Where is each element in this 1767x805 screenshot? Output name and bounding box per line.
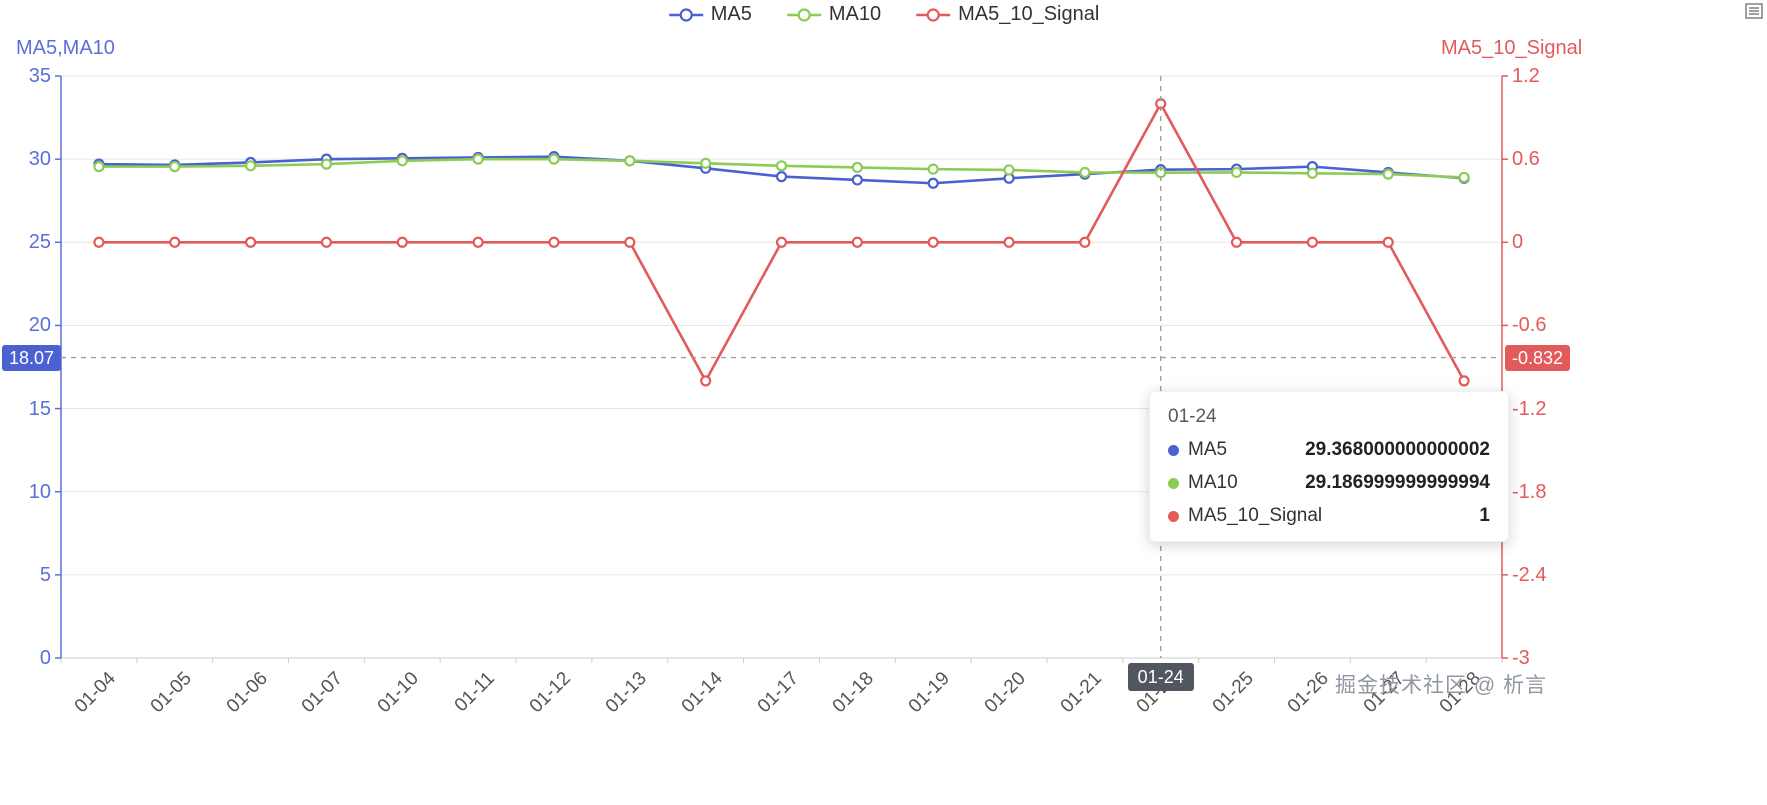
legend-marker-ma5-icon [668,7,703,22]
legend-item-ma10[interactable]: MA10 [786,3,881,26]
tooltip-label-signal: MA5_10_Signal [1188,505,1323,526]
left-axis-tick-label: 5 [39,563,51,586]
ma5-dot-icon [1168,444,1179,456]
legend-label-signal: MA5_10_Signal [958,3,1100,25]
series-ma5_10_signal[interactable] [93,98,1470,387]
right-axis-tick-label: 0 [1512,231,1524,254]
data-view-icon [1745,3,1763,19]
right-axispointer-label: -0.832 [1505,344,1571,371]
tooltip-row-ma5: MA5 29.368000000000002 [1168,439,1490,461]
series-ma10[interactable] [93,153,1470,184]
right-axis-tick-label: -1.8 [1512,480,1547,503]
legend-marker-signal-icon [916,7,951,22]
legend: MA5 MA10 MA5_10_Signal [668,3,1099,26]
left-axis-title: MA5,MA10 [16,37,115,59]
legend-label-ma5: MA5 [710,3,752,25]
left-axispointer-label: 18.07 [2,344,62,371]
right-axis-tick-label: 1.2 [1512,65,1540,87]
tooltip-value-ma5: 29.368000000000002 [1305,439,1490,460]
left-axis-tick-label: 20 [28,314,51,337]
left-axis-tick-label: 10 [28,480,51,503]
right-axis-tick-label: -2.4 [1512,563,1547,586]
left-axis-tick-label: 30 [28,148,51,171]
watermark: 掘金技术社区 @ 析言 [1335,674,1547,697]
ma10-dot-icon [1168,477,1179,489]
tooltip-header: 01-24 [1168,406,1217,427]
legend-marker-ma10-icon [786,7,821,22]
right-axis-tick-label: -3 [1512,647,1530,669]
tooltip-row-signal: MA5_10_Signal 1 [1168,505,1490,527]
tooltip-label-ma10: MA10 [1188,472,1238,493]
toolbox-icon[interactable] [1744,2,1764,25]
tooltip-row-ma10: MA10 29.186999999999994 [1168,472,1490,494]
right-axis-tick-label: -1.2 [1512,397,1547,420]
left-axis-tick-label: 35 [28,65,51,87]
legend-item-ma5-10-signal[interactable]: MA5_10_Signal [915,3,1099,26]
legend-label-ma10: MA10 [828,3,882,25]
left-axis-tick-label: 15 [28,397,51,420]
signal-dot-icon [1168,510,1179,522]
tooltip-value-ma10: 29.186999999999994 [1305,472,1490,493]
right-axis-tick-label: 0.6 [1512,148,1540,171]
left-axis-tick-label: 0 [39,647,51,669]
right-axis-tick-label: -0.6 [1512,314,1547,337]
left-axis-tick-label: 25 [28,231,51,254]
x-axispointer-label: 01-24 [1127,663,1194,691]
legend-item-ma5[interactable]: MA5 [668,3,752,26]
right-axis-title: MA5_10_Signal [1441,37,1583,59]
tooltip-label-ma5: MA5 [1188,439,1228,460]
tooltip-value-signal: 1 [1479,505,1490,526]
tooltip: 01-24 MA5 29.368000000000002 MA10 29.186… [1149,391,1509,542]
